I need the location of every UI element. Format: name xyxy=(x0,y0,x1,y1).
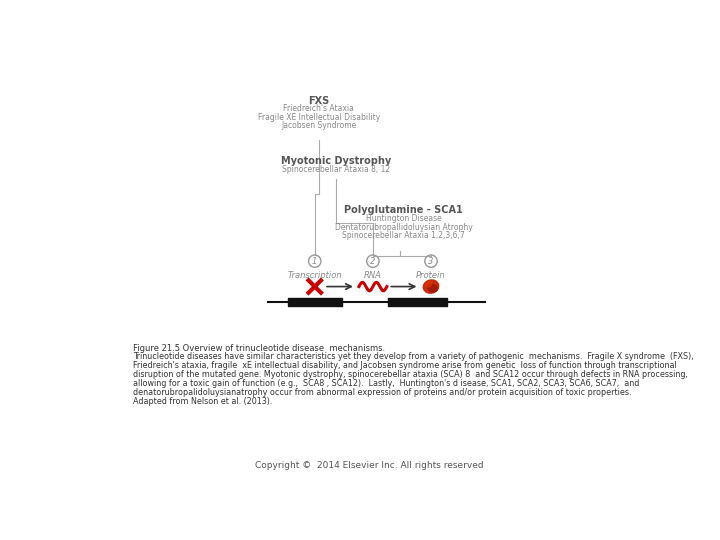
Text: Jacobsen Syndrome: Jacobsen Syndrome xyxy=(281,121,356,130)
Text: Trinucleotide diseases have similar characteristics yet they develop from a vari: Trinucleotide diseases have similar char… xyxy=(132,353,693,361)
Ellipse shape xyxy=(423,280,438,293)
Text: Spinocerebellar Ataxia 1,2,3,6,7: Spinocerebellar Ataxia 1,2,3,6,7 xyxy=(343,231,465,240)
Text: 2: 2 xyxy=(370,256,376,266)
Text: Spinocerebellar Ataxia 8, 12: Spinocerebellar Ataxia 8, 12 xyxy=(282,165,390,174)
Ellipse shape xyxy=(426,281,432,287)
Text: Huntington Disease: Huntington Disease xyxy=(366,214,442,223)
Text: 1: 1 xyxy=(312,256,318,266)
Text: Copyright ©  2014 Elsevier Inc. All rights reserved: Copyright © 2014 Elsevier Inc. All right… xyxy=(255,461,483,470)
Text: Adapted from Nelson et al. (2013).: Adapted from Nelson et al. (2013). xyxy=(132,397,272,406)
Text: Fragile XE Intellectual Disability: Fragile XE Intellectual Disability xyxy=(258,112,379,122)
Text: Polyglutamine - SCA1: Polyglutamine - SCA1 xyxy=(344,205,463,215)
Text: Protein: Protein xyxy=(416,271,446,280)
Text: Myotonic Dystrophy: Myotonic Dystrophy xyxy=(282,156,392,166)
Text: FXS: FXS xyxy=(308,96,329,106)
Text: Figure 21.5 Overview of trinucleotide disease  mechanisms.: Figure 21.5 Overview of trinucleotide di… xyxy=(132,343,384,353)
Text: 3: 3 xyxy=(428,256,433,266)
Text: Dentatorubropallidoluysian Atrophy: Dentatorubropallidoluysian Atrophy xyxy=(335,222,473,232)
Ellipse shape xyxy=(428,284,438,292)
Text: Friedreich's Ataxia: Friedreich's Ataxia xyxy=(283,104,354,113)
Text: RNA: RNA xyxy=(364,271,382,280)
Text: allowing for a toxic gain of function (e.g.,  SCA8 , SCA12).  Lastly,  Huntingto: allowing for a toxic gain of function (e… xyxy=(132,379,639,388)
Text: denatorubropalidoluysianatrophy occur from abnormal expression of proteins and/o: denatorubropalidoluysianatrophy occur fr… xyxy=(132,388,631,397)
Text: Transcription: Transcription xyxy=(287,271,342,280)
Text: disruption of the mutated gene. Myotonic dystrophy, spinocerebellar ataxia (SCA): disruption of the mutated gene. Myotonic… xyxy=(132,370,688,379)
Text: Friedreich's ataxia, fragile  xE intellectual disability, and Jacobsen syndrome : Friedreich's ataxia, fragile xE intellec… xyxy=(132,361,676,370)
